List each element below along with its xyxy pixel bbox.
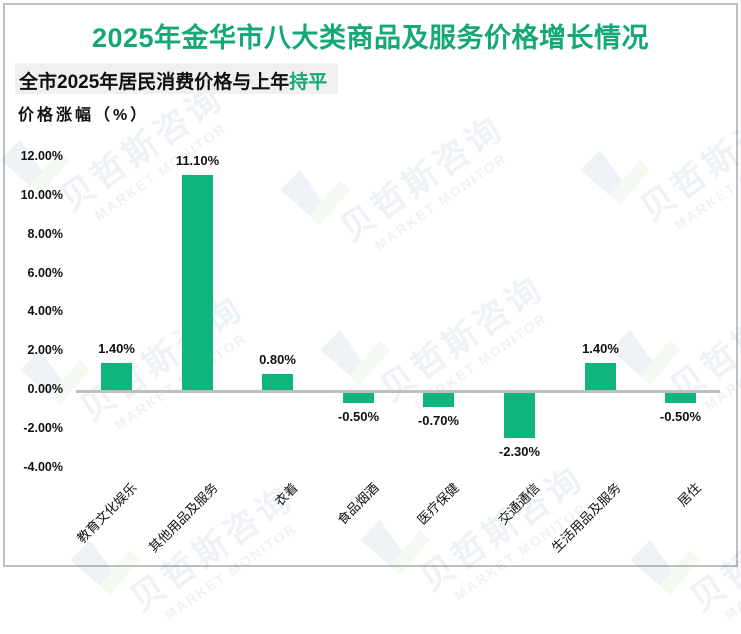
subtitle-prefix: 全市2025年居民消费价格与上年 — [19, 72, 290, 93]
bar-8 — [665, 393, 696, 403]
chart-title: 2025年金华市八大类商品及服务价格增长情况 — [91, 23, 650, 53]
y-tick-label: 10.00% — [20, 188, 63, 202]
zero-axis-line — [76, 390, 720, 393]
bar-value-label: 11.10% — [175, 152, 220, 168]
bar-5 — [423, 393, 454, 407]
subtitle-box — [15, 63, 338, 94]
y-tick-label: 2.00% — [27, 343, 63, 358]
y-tick-label: 4.00% — [27, 304, 63, 319]
subtitle-highlight: 持平 — [289, 72, 328, 93]
bar-7 — [585, 362, 616, 390]
bar-value-label: 1.40% — [582, 340, 619, 356]
y-tick-label: 12.00% — [20, 149, 63, 164]
bar-2 — [182, 174, 213, 390]
bar-value-label: -0.50% — [337, 408, 380, 424]
bar-1 — [101, 362, 132, 390]
bar-6 — [504, 393, 535, 438]
bar-3 — [262, 374, 293, 390]
y-tick-label: 0.00% — [27, 382, 63, 396]
chart-subtitle: 全市2025年居民消费价格与上年持平 — [19, 67, 327, 94]
bar-value-label: -0.70% — [417, 412, 460, 428]
y-tick-label: 6.00% — [27, 265, 63, 280]
bar-4 — [343, 393, 374, 403]
y-tick-label: -4.00% — [23, 459, 63, 474]
bar-value-label: 0.80% — [259, 352, 296, 368]
y-tick-label: -2.00% — [23, 420, 63, 435]
bar-value-label: -0.50% — [659, 408, 702, 424]
bar-value-label: 1.40% — [98, 340, 135, 356]
bar-value-label: -2.30% — [498, 443, 541, 459]
chart-frame — [3, 3, 738, 567]
y-tick-label: 8.00% — [27, 226, 63, 241]
y-axis-label: 价格涨幅（%） — [18, 107, 150, 124]
